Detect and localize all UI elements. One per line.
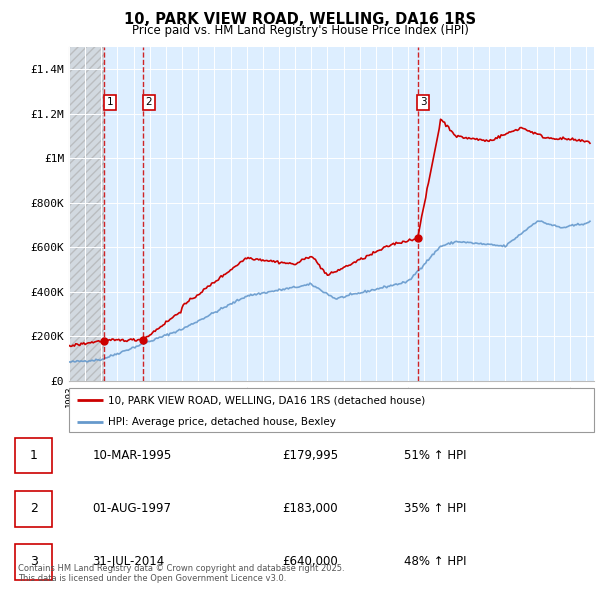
Text: £183,000: £183,000 bbox=[283, 502, 338, 516]
Text: 10-MAR-1995: 10-MAR-1995 bbox=[92, 449, 172, 463]
FancyBboxPatch shape bbox=[15, 491, 52, 526]
Text: 31-JUL-2014: 31-JUL-2014 bbox=[92, 555, 165, 569]
Text: 35% ↑ HPI: 35% ↑ HPI bbox=[404, 502, 466, 516]
FancyBboxPatch shape bbox=[69, 388, 594, 432]
Text: 3: 3 bbox=[29, 555, 38, 569]
Text: £179,995: £179,995 bbox=[283, 449, 339, 463]
Text: 51% ↑ HPI: 51% ↑ HPI bbox=[404, 449, 466, 463]
Text: 2: 2 bbox=[145, 97, 152, 107]
Text: 10, PARK VIEW ROAD, WELLING, DA16 1RS: 10, PARK VIEW ROAD, WELLING, DA16 1RS bbox=[124, 12, 476, 27]
Text: 3: 3 bbox=[420, 97, 427, 107]
Text: Contains HM Land Registry data © Crown copyright and database right 2025.
This d: Contains HM Land Registry data © Crown c… bbox=[18, 563, 344, 583]
Text: 48% ↑ HPI: 48% ↑ HPI bbox=[404, 555, 466, 569]
Text: 10, PARK VIEW ROAD, WELLING, DA16 1RS (detached house): 10, PARK VIEW ROAD, WELLING, DA16 1RS (d… bbox=[109, 395, 425, 405]
FancyBboxPatch shape bbox=[15, 438, 52, 473]
Text: 2: 2 bbox=[29, 502, 38, 516]
Bar bbox=[69, 47, 104, 381]
Text: 1: 1 bbox=[29, 449, 38, 463]
Text: 01-AUG-1997: 01-AUG-1997 bbox=[92, 502, 172, 516]
Text: 1: 1 bbox=[107, 97, 113, 107]
Text: HPI: Average price, detached house, Bexley: HPI: Average price, detached house, Bexl… bbox=[109, 417, 336, 427]
Text: Price paid vs. HM Land Registry's House Price Index (HPI): Price paid vs. HM Land Registry's House … bbox=[131, 24, 469, 37]
FancyBboxPatch shape bbox=[15, 544, 52, 579]
Text: £640,000: £640,000 bbox=[283, 555, 338, 569]
